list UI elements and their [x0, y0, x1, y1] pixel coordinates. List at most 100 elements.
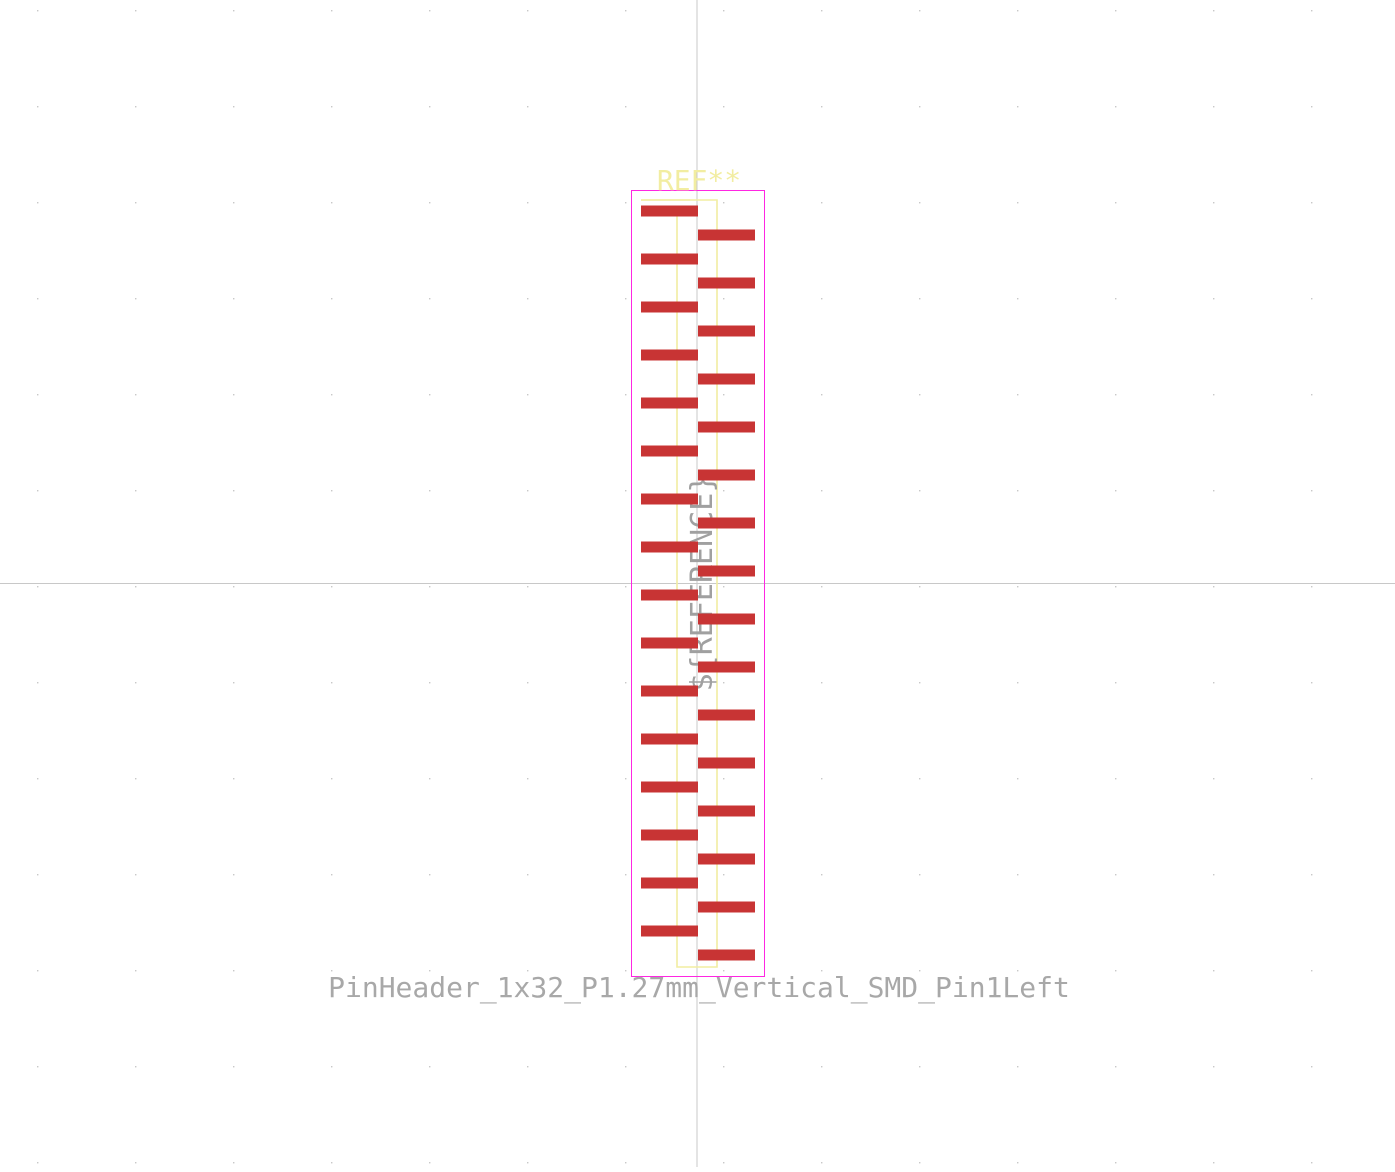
grid-dot: [821, 202, 823, 204]
grid-dot: [1017, 106, 1019, 108]
pad-3[interactable]: [641, 253, 698, 265]
grid-dot: [233, 586, 235, 588]
grid-dot: [723, 298, 725, 300]
grid-dot: [233, 202, 235, 204]
grid-dot: [233, 970, 235, 972]
pad-7[interactable]: [641, 349, 698, 361]
grid-dot: [135, 1162, 137, 1164]
grid-dot: [1311, 106, 1313, 108]
grid-dot: [1115, 202, 1117, 204]
grid-dot: [135, 490, 137, 492]
grid-dot: [1311, 490, 1313, 492]
grid-dot: [1017, 874, 1019, 876]
grid-dot: [331, 1066, 333, 1068]
pad-8[interactable]: [698, 373, 755, 385]
grid-dot: [1213, 10, 1215, 12]
grid-dot: [233, 394, 235, 396]
pad-12[interactable]: [698, 469, 755, 481]
grid-dot: [723, 874, 725, 876]
grid-dot: [1115, 1162, 1117, 1164]
grid-dot: [1311, 298, 1313, 300]
pad-27[interactable]: [641, 829, 698, 841]
pad-21[interactable]: [641, 685, 698, 697]
pad-6[interactable]: [698, 325, 755, 337]
grid-dot: [233, 682, 235, 684]
pad-16[interactable]: [698, 565, 755, 577]
grid-dot: [1213, 490, 1215, 492]
grid-dot: [1311, 1162, 1313, 1164]
grid-dot: [625, 298, 627, 300]
grid-dot: [1115, 970, 1117, 972]
grid-dot: [135, 778, 137, 780]
grid-dot: [37, 586, 39, 588]
grid-dot: [233, 874, 235, 876]
pad-2[interactable]: [698, 229, 755, 241]
pad-9[interactable]: [641, 397, 698, 409]
grid-dot: [1017, 490, 1019, 492]
grid-dot: [1115, 778, 1117, 780]
pad-30[interactable]: [698, 901, 755, 913]
pad-5[interactable]: [641, 301, 698, 313]
grid-dot: [919, 778, 921, 780]
pad-14[interactable]: [698, 517, 755, 529]
grid-dot: [1311, 10, 1313, 12]
pad-32[interactable]: [698, 949, 755, 961]
pad-23[interactable]: [641, 733, 698, 745]
grid-dot: [37, 490, 39, 492]
pad-29[interactable]: [641, 877, 698, 889]
pad-4[interactable]: [698, 277, 755, 289]
pad-18[interactable]: [698, 613, 755, 625]
grid-dot: [135, 874, 137, 876]
grid-dot: [1213, 394, 1215, 396]
pad-22[interactable]: [698, 709, 755, 721]
grid-dot: [1017, 1066, 1019, 1068]
grid-dot: [1017, 202, 1019, 204]
grid-dot: [821, 970, 823, 972]
grid-dot: [821, 586, 823, 588]
pad-31[interactable]: [641, 925, 698, 937]
grid-dot: [625, 10, 627, 12]
grid-dot: [1115, 298, 1117, 300]
pad-20[interactable]: [698, 661, 755, 673]
grid-dot: [1115, 10, 1117, 12]
pad-19[interactable]: [641, 637, 698, 649]
pad-15[interactable]: [641, 541, 698, 553]
grid-dot: [331, 106, 333, 108]
silkscreen-outline: [641, 199, 718, 968]
grid-dot: [723, 1066, 725, 1068]
grid-dot: [1017, 394, 1019, 396]
grid-dot: [919, 202, 921, 204]
pad-13[interactable]: [641, 493, 698, 505]
grid-dot: [1311, 970, 1313, 972]
grid-dot: [821, 298, 823, 300]
grid-dot: [625, 202, 627, 204]
pad-26[interactable]: [698, 805, 755, 817]
grid-dot: [625, 1162, 627, 1164]
pad-28[interactable]: [698, 853, 755, 865]
grid-dot: [821, 778, 823, 780]
grid-dot: [135, 970, 137, 972]
grid-dot: [429, 298, 431, 300]
pad-10[interactable]: [698, 421, 755, 433]
grid-dot: [135, 202, 137, 204]
grid-dot: [919, 874, 921, 876]
grid-dot: [1115, 586, 1117, 588]
grid-dot: [37, 1162, 39, 1164]
pad-25[interactable]: [641, 781, 698, 793]
pad-17[interactable]: [641, 589, 698, 601]
grid-dot: [135, 586, 137, 588]
pad-24[interactable]: [698, 757, 755, 769]
grid-dot: [429, 874, 431, 876]
pad-1[interactable]: [641, 205, 698, 217]
pad-11[interactable]: [641, 445, 698, 457]
grid-dot: [625, 490, 627, 492]
grid-dot: [233, 778, 235, 780]
grid-dot: [821, 106, 823, 108]
grid-dot: [1115, 682, 1117, 684]
grid-dot: [429, 778, 431, 780]
grid-dot: [625, 1066, 627, 1068]
grid-dot: [527, 10, 529, 12]
grid-dot: [37, 1066, 39, 1068]
